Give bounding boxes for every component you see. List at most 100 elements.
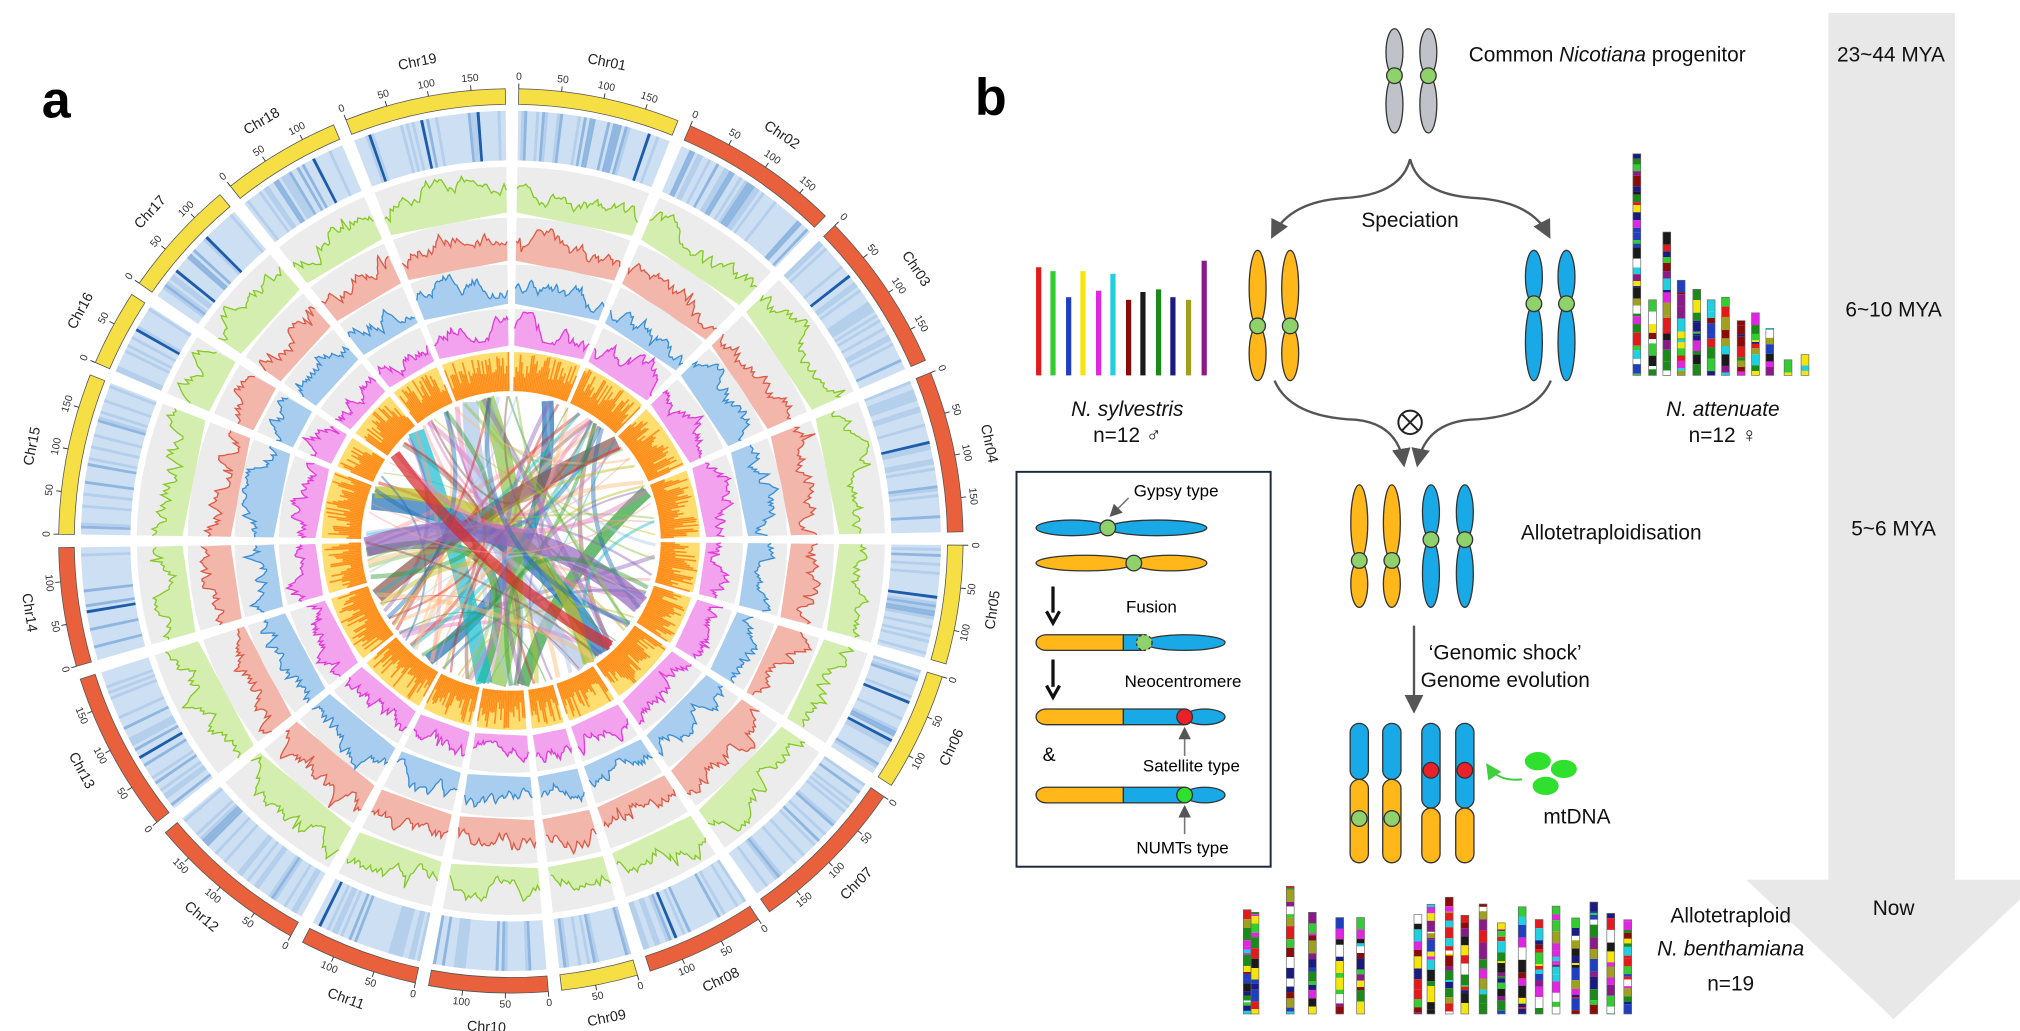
track-bar (603, 657, 616, 673)
track-bar (582, 671, 597, 696)
tick-label: 0 (409, 989, 417, 1001)
karyotype-stripe (1737, 334, 1746, 337)
karyotype-stripe (1606, 942, 1615, 952)
karyotype-stripe (1286, 978, 1295, 987)
heatmap-cell (663, 888, 686, 936)
karyotype-stripe (1707, 311, 1716, 319)
heatmap-cell (849, 711, 896, 737)
heatmap-cell (570, 116, 582, 166)
track-bar (475, 373, 482, 395)
heatmap-cell (782, 805, 821, 842)
heatmap-cell (365, 135, 385, 183)
track-bar (651, 590, 678, 601)
karyotype-stripe (1721, 316, 1730, 330)
track-bar (376, 426, 398, 445)
link (370, 428, 603, 528)
heatmap-cell (828, 303, 872, 334)
track-bar (657, 571, 692, 581)
track-bar (391, 644, 404, 656)
karyotype-stripe (1251, 1001, 1259, 1010)
karyotype-stripe (1445, 911, 1454, 914)
tick (954, 453, 961, 456)
panel-b-drawings (1035, 28, 1810, 1015)
track-bar (340, 605, 377, 624)
heatmap-cell (239, 836, 273, 877)
heatmap-cell (116, 365, 164, 389)
karyotype-stripe (1479, 930, 1487, 943)
karyotype-stripe (1286, 886, 1295, 889)
centromere (1419, 67, 1437, 85)
track-bar (343, 499, 366, 507)
down-arrow (1045, 586, 1061, 627)
track-bar (538, 360, 547, 394)
karyotype-stripe (1623, 976, 1632, 980)
chromosome-arm (1382, 484, 1401, 562)
heatmap-cell (162, 286, 205, 318)
karyotype-stripe (1692, 320, 1701, 323)
track-line (649, 211, 758, 288)
karyotype-stripe (1335, 994, 1344, 999)
chromosome-band (559, 959, 638, 991)
karyotype-stripe (1632, 358, 1641, 365)
link (481, 397, 613, 647)
track-bar (543, 686, 553, 717)
karyotype-stripe (1335, 956, 1344, 962)
heatmap-track (783, 240, 906, 389)
karyotype-stripe (1623, 988, 1632, 997)
track-bar (658, 509, 680, 516)
karyotype-stripe (1445, 920, 1454, 928)
tick-label: 50 (931, 714, 946, 729)
legend-text: Neocentromere (1125, 672, 1242, 691)
track-bar (604, 401, 625, 426)
heatmap-cell (883, 615, 933, 629)
karyotype-stripe (1535, 979, 1544, 987)
track-bar (560, 681, 575, 717)
karyotype-outline (1517, 906, 1527, 1015)
track-bar (481, 373, 487, 394)
track-bar (618, 424, 632, 438)
karyotype-stripe (1648, 332, 1657, 340)
track-line (458, 827, 537, 851)
karyotype-stripe (1460, 993, 1469, 1004)
karyotype-stripe (1535, 944, 1544, 950)
track-bar (539, 357, 549, 395)
karyotype-bar (1170, 297, 1176, 376)
centromere (1249, 317, 1267, 335)
karyotype-outline (1800, 354, 1810, 376)
track-bar (328, 551, 362, 557)
karyotype-stripe (1445, 938, 1454, 947)
track-bar (347, 609, 379, 627)
karyotype-stripe (1623, 946, 1632, 956)
track-bar (505, 690, 508, 728)
track-bar (388, 639, 400, 650)
track-bar (608, 404, 630, 429)
centromere (1385, 67, 1403, 85)
track-bar (586, 669, 596, 684)
track-bar (455, 682, 463, 700)
karyotype-stripe (1286, 888, 1295, 890)
heatmap-cell (312, 158, 338, 204)
track-bar (358, 460, 379, 473)
heatmap-cell (118, 696, 165, 720)
tick (758, 919, 762, 924)
track-bar (458, 683, 466, 702)
track-bar (578, 376, 596, 408)
heatmap-cell (744, 201, 777, 242)
heatmap-cell (137, 325, 182, 353)
track-bar (441, 389, 450, 405)
track-line (686, 708, 760, 796)
track-bar (505, 365, 509, 392)
track-bar (399, 395, 421, 423)
heatmap-cell (273, 180, 303, 224)
karyotype-stripe (1677, 338, 1686, 340)
time-label: Now (1873, 897, 1916, 920)
track-line (241, 545, 269, 613)
karyotype-stripe (1623, 966, 1632, 975)
track-area (293, 216, 383, 284)
tick-label: 0 (969, 542, 980, 548)
link (430, 419, 593, 505)
track-bar (660, 524, 699, 530)
karyotype-stripe (1286, 917, 1295, 927)
track-bar (656, 574, 693, 585)
tick-label: 0 (79, 353, 91, 363)
